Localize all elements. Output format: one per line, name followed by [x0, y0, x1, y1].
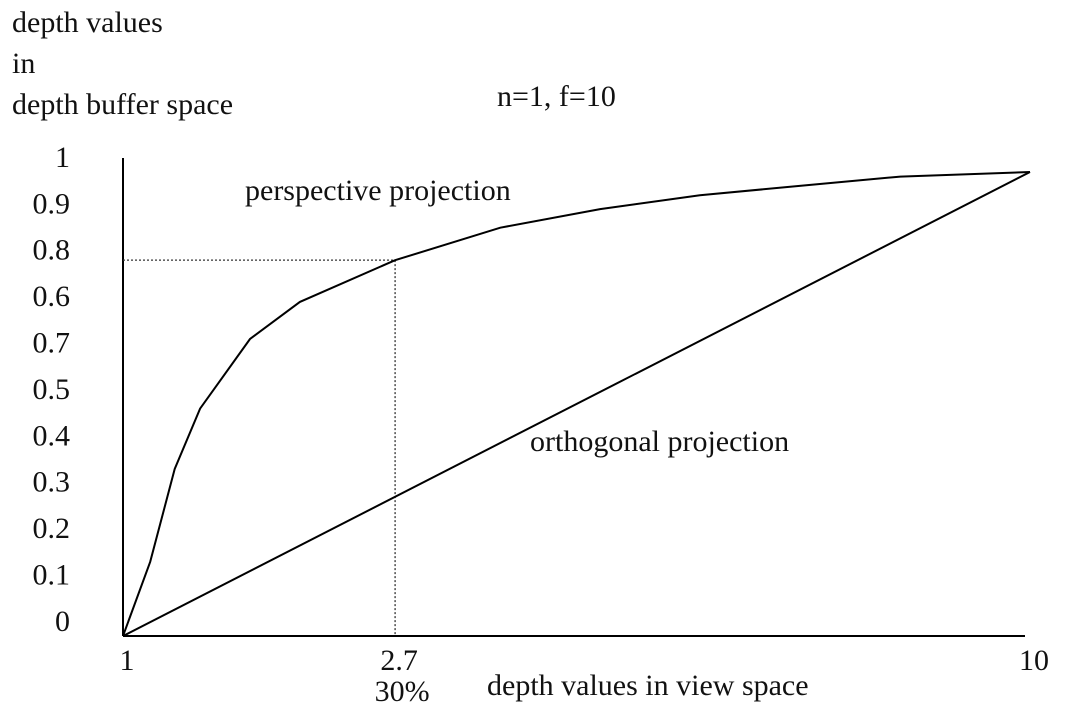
series-label: orthogonal projection [530, 425, 789, 458]
y-tick-label: 0.7 [33, 326, 71, 359]
subtitle: n=1, f=10 [497, 80, 616, 113]
y-tick-label: 0.9 [33, 187, 71, 220]
y-tick-label: 0 [55, 605, 70, 638]
y-tick-label: 0.1 [33, 558, 71, 591]
y-tick-label: 0.3 [33, 466, 71, 499]
y-tick-label: 0.8 [33, 234, 71, 267]
y-tick-label: 0.4 [33, 419, 71, 452]
x-axis-label: depth values in view space [487, 669, 809, 702]
series-line [122, 171, 1031, 637]
x-tick-label: 10 [1019, 644, 1049, 677]
y-tick-label: 1 [55, 141, 70, 174]
x-annotation: 30% [375, 675, 430, 708]
y-tick-label: 0.6 [33, 280, 71, 313]
series-line [122, 171, 1031, 637]
x-tick-label: 1 [120, 644, 135, 677]
y-tick-label: 0.5 [33, 373, 71, 406]
y-tick-label: 0.2 [33, 512, 71, 545]
x-tick-label: 2.7 [380, 644, 418, 677]
series-label: perspective projection [245, 174, 511, 207]
y-axis-label: depth buffer space [12, 88, 233, 121]
y-axis-label: in [12, 47, 35, 80]
y-axis-label: depth values [12, 6, 163, 39]
